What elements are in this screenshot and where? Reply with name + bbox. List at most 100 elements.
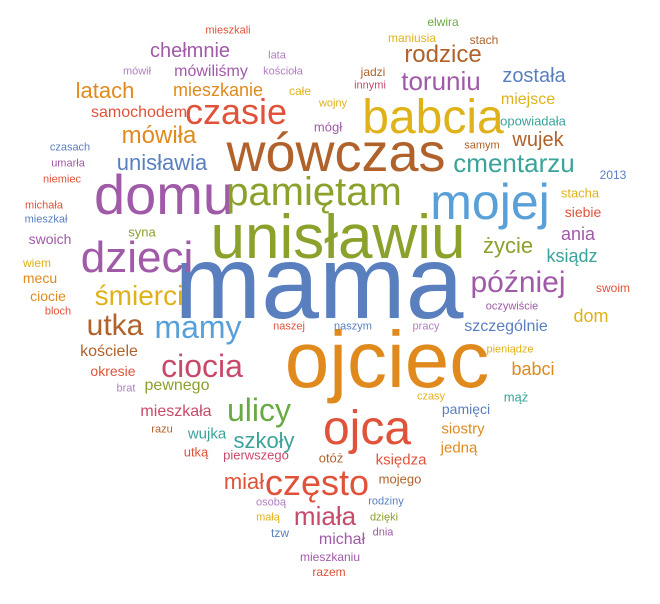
word-syna: syna (128, 224, 156, 240)
word-maniusia: maniusia (387, 31, 437, 45)
word-umarla: umarła (51, 157, 85, 170)
word-babcia: babcia (362, 91, 504, 144)
word-zostala: została (502, 65, 566, 87)
word-mieszkaniu: mieszkaniu (299, 550, 361, 564)
word-czasy: czasy (416, 390, 446, 403)
word-babci: babci (511, 359, 555, 379)
word-mojej: mojej (430, 174, 550, 230)
word-szczegolnie: szczególnie (464, 318, 548, 335)
word-dom: dom (573, 306, 609, 326)
word-bloch: bloch (44, 305, 72, 318)
word-dzieci: dzieci (80, 233, 194, 282)
word-opowiadala: opowiadała (500, 113, 566, 129)
word-pieniadze: pieniądze (486, 343, 534, 356)
word-ojca: ojca (322, 402, 412, 455)
word-mowil: mówił (122, 65, 152, 78)
word-wowczas: wówczas (226, 123, 446, 183)
word-mamy: mamy (154, 309, 242, 345)
word-pozniej: później (470, 266, 566, 299)
word-niemiec: niemiec (43, 173, 81, 186)
word-pamietam: pamiętam (226, 170, 402, 214)
word-ulicy: ulicy (226, 392, 292, 428)
word-mieszkali: mieszkali (205, 24, 251, 37)
word-miala: miała (293, 501, 357, 531)
word-wujka: wujka (187, 425, 227, 443)
word-miejsce: miejsce (500, 91, 556, 108)
word-swoich: swoich (28, 231, 72, 247)
word-chelmnie: chełmnie (149, 40, 231, 62)
word-latach: latach (75, 78, 135, 103)
word-szkoly: szkoły (233, 428, 295, 453)
word-toruniu: toruniu (401, 66, 481, 96)
word-dzieki: dzięki (369, 511, 399, 524)
word-osoba: osobą (256, 496, 286, 509)
word-ojciec: ojciec (284, 315, 490, 404)
word-mogl: mógł (313, 119, 343, 135)
word-tzw: tzw (271, 526, 289, 540)
word-razem: razem (312, 565, 346, 579)
word-innymi: innymi (354, 79, 386, 92)
word-koscielne: kościele (80, 343, 138, 360)
word-lata: lata (268, 49, 286, 62)
word-naszym: naszym (334, 320, 372, 333)
word-samym: samym (464, 139, 500, 152)
word-mojego: mojego (378, 471, 422, 487)
word-2013: 2013 (599, 168, 627, 182)
word-michal: michał (318, 531, 366, 548)
word-ksiedza: księdza (375, 451, 427, 469)
word-mecu: mecu (22, 270, 58, 286)
word-jadzi: jadzi (360, 65, 386, 79)
word-stach: stach (469, 33, 499, 47)
word-pierwszego: pierwszego (223, 447, 289, 463)
word-swoim: swoim (595, 281, 631, 295)
word-brat: brat (116, 382, 136, 395)
word-michala: michała (25, 199, 63, 212)
word-czasach: czasach (49, 141, 91, 154)
word-czesto: często (264, 462, 370, 503)
word-pracy: pracy (412, 320, 440, 333)
word-unislawia: unisławia (116, 150, 208, 175)
word-elwira: elwira (427, 15, 459, 29)
word-cale: całe (288, 84, 312, 98)
word-otoz: otóż (318, 450, 344, 466)
word-utka: utka (86, 309, 144, 342)
word-wojny: wojny (318, 97, 348, 110)
word-wiem: wiem (22, 256, 52, 270)
word-domu: domu (93, 163, 235, 226)
word-samochodem: samochodem (90, 104, 188, 121)
word-zycie: życie (482, 233, 534, 258)
word-czasie: czasie (184, 91, 288, 132)
word-mala: małą (256, 511, 280, 524)
word-siostry: siostry (441, 420, 485, 438)
word-maz: mąż (503, 389, 529, 405)
word-oczywiscie: oczywiście (485, 300, 539, 313)
word-naszej: naszej (273, 320, 305, 333)
word-mowilismy: mówiliśmy (174, 63, 248, 80)
word-unislawiu: unisławiu (210, 203, 466, 272)
word-mial: miał (223, 469, 265, 494)
word-kosciola: kościoła (263, 65, 303, 78)
word-jedna: jedną (440, 439, 478, 457)
word-pamieci: pamięci (441, 401, 491, 417)
word-mieszkal: mieszkał (24, 213, 68, 226)
word-ciocia: ciocia (161, 348, 243, 384)
word-smierci: śmierci (94, 280, 184, 311)
word-razu: razu (151, 423, 173, 436)
word-cmentarzu: cmentarzu (453, 148, 575, 178)
word-stacha: stacha (560, 185, 600, 201)
word-pewnego: pewnego (144, 377, 210, 394)
word-ania: ania (560, 224, 596, 244)
word-mama: mama (174, 225, 464, 341)
word-dnia: dnia (372, 526, 394, 539)
word-wujek: wujek (512, 129, 564, 151)
word-rodziny: rodziny (368, 495, 404, 508)
word-utka-2: utką (183, 444, 209, 460)
word-mowila: mówiła (121, 122, 197, 149)
word-siebie: siebie (564, 204, 602, 220)
word-mieszkala: mieszkała (140, 403, 212, 420)
word-ciocie: ciocie (30, 288, 66, 304)
word-mieszkanie: mieszkanie (172, 80, 264, 100)
word-rodzice: rodzice (404, 41, 482, 68)
word-ksiadz: ksiądz (546, 246, 598, 266)
word-okresie: okresie (90, 363, 136, 379)
